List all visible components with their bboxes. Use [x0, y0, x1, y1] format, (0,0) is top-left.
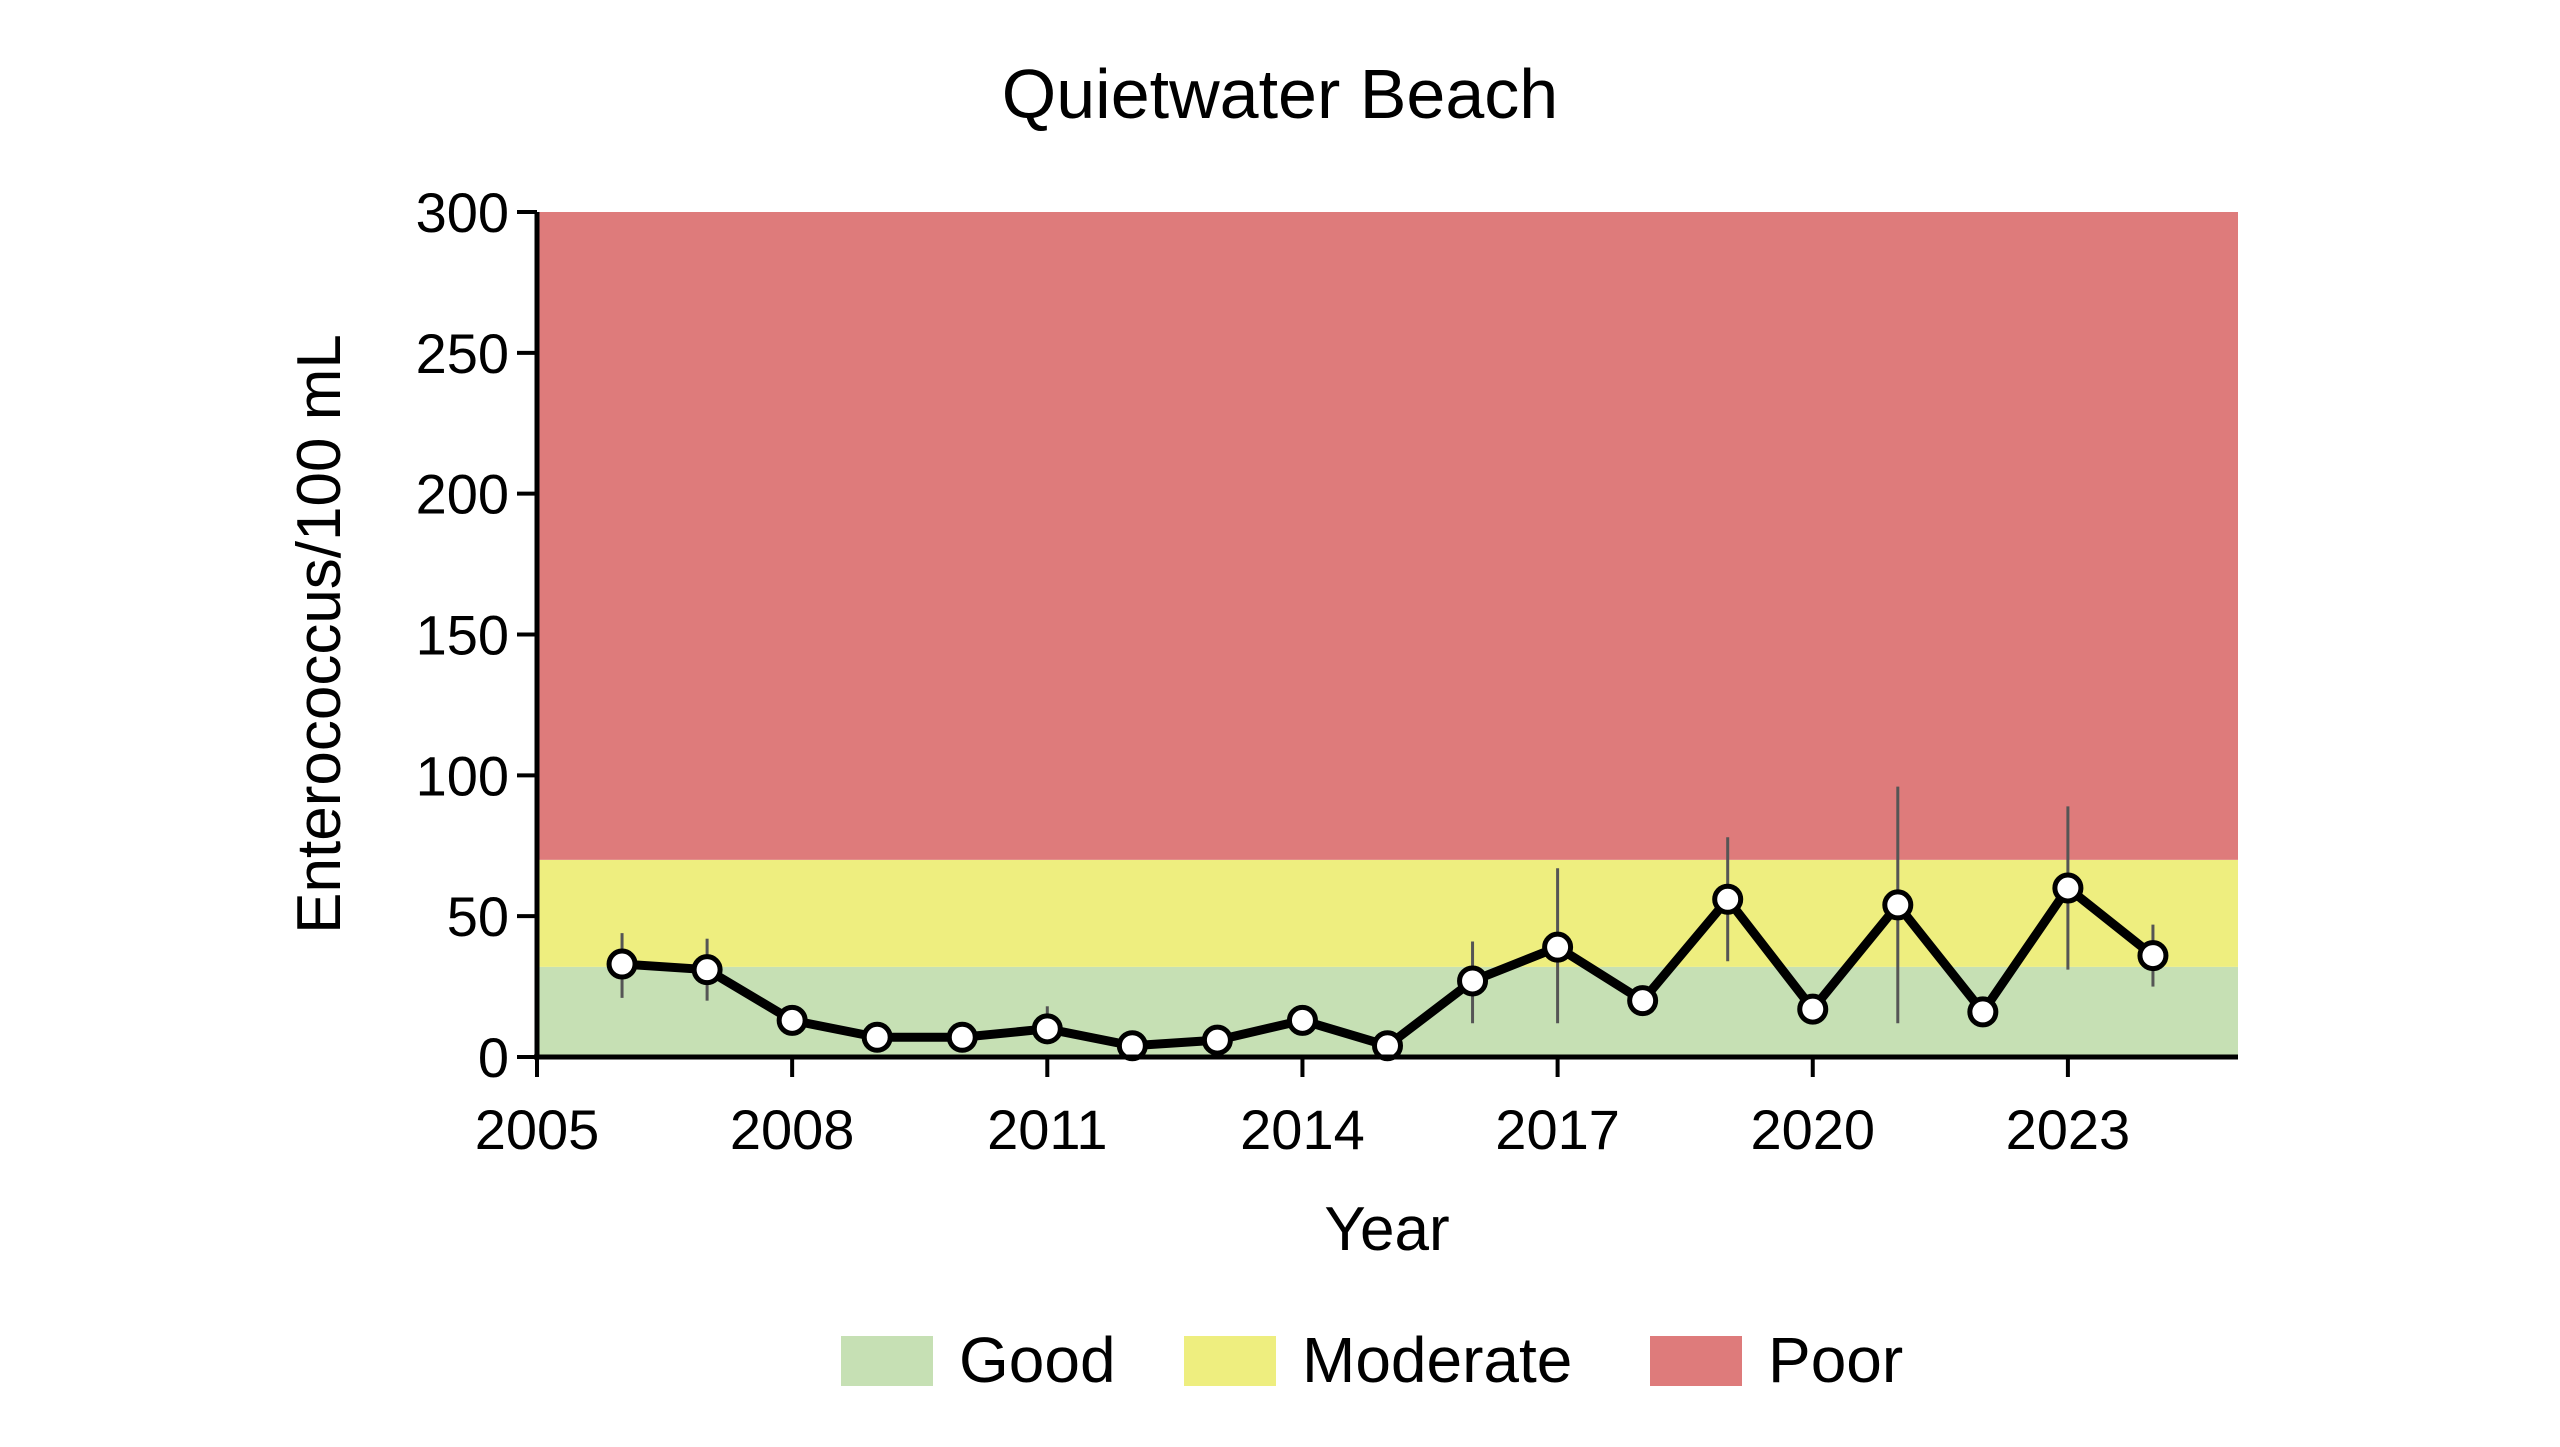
band-poor: [537, 212, 2238, 860]
data-point: [1712, 883, 1744, 915]
data-point: [691, 954, 723, 986]
plot-bands: [537, 212, 2238, 1057]
data-point: [1286, 1004, 1318, 1036]
legend-swatch-poor: [1650, 1336, 1742, 1386]
data-point: [946, 1021, 978, 1053]
y-tick-label: 50: [447, 885, 509, 948]
data-point: [1542, 931, 1574, 963]
y-tick-label: 200: [416, 463, 509, 526]
x-tick-label: 2023: [2006, 1098, 2131, 1161]
legend-label-poor: Poor: [1768, 1324, 1903, 1396]
data-point: [1882, 889, 1914, 921]
x-axis-label: Year: [1324, 1195, 1449, 1264]
legend: Good Moderate Poor: [841, 1324, 1903, 1396]
y-tick-label: 300: [416, 181, 509, 244]
chart-title: Quietwater Beach: [1002, 55, 1558, 133]
data-point: [1457, 965, 1489, 997]
x-tick-label: 2011: [987, 1098, 1107, 1161]
y-axis-label: Enterococcus/100 mL: [285, 334, 354, 934]
data-point: [2137, 940, 2169, 972]
x-tick-label: 2005: [475, 1098, 600, 1161]
x-tick-label: 2020: [1750, 1098, 1875, 1161]
legend-swatch-good: [841, 1336, 933, 1386]
data-point: [2052, 872, 2084, 904]
y-tick-label: 0: [478, 1026, 509, 1089]
y-tick-label: 150: [416, 604, 509, 667]
data-point: [606, 948, 638, 980]
data-markers: [606, 872, 2169, 1062]
data-point: [1967, 996, 1999, 1028]
x-tick-label: 2017: [1495, 1098, 1620, 1161]
data-point: [1627, 985, 1659, 1017]
legend-swatch-moderate: [1184, 1336, 1276, 1386]
data-point: [1797, 993, 1829, 1025]
x-tick-label: 2014: [1240, 1098, 1365, 1161]
x-tick-label: 2008: [730, 1098, 855, 1161]
data-point: [1201, 1024, 1233, 1056]
data-point: [1031, 1013, 1063, 1045]
legend-label-good: Good: [959, 1324, 1116, 1396]
band-moderate: [537, 859, 2238, 967]
y-ticks: 0 50 100 150 200 250 300: [416, 181, 537, 1089]
x-ticks: 2005 2008 2011 2014 2017 2020 2023: [475, 1057, 2130, 1161]
data-point: [776, 1004, 808, 1036]
data-point: [861, 1021, 893, 1053]
legend-label-moderate: Moderate: [1302, 1324, 1572, 1396]
y-tick-label: 100: [416, 744, 509, 807]
y-tick-label: 250: [416, 322, 509, 385]
